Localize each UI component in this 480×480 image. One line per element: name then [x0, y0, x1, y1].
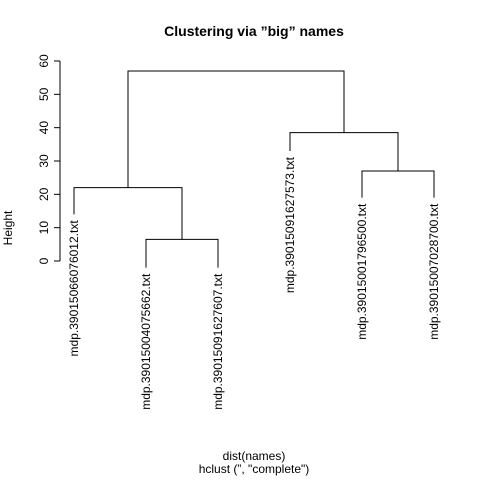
dendrogram-tree: [73, 70, 435, 268]
leaf-label: mdp.39015007028700.txt: [427, 203, 441, 340]
leaf-label: mdp.39015001796500.txt: [355, 203, 369, 340]
y-axis: 0 10 20 30 40 50 60: [37, 54, 61, 264]
y-tick-label: 0: [37, 257, 51, 264]
y-tick-label: 30: [37, 154, 51, 168]
y-tick-label: 60: [37, 54, 51, 68]
y-tick-label: 10: [37, 221, 51, 235]
leaf-label: mdp.39015066076012.txt: [67, 220, 81, 357]
dendrogram-link: [145, 238, 219, 268]
x-axis-title: dist(names): [223, 449, 286, 463]
y-tick-label: 20: [37, 187, 51, 201]
leaf-label: mdp.39015091627607.txt: [211, 273, 225, 410]
chart-title: Clustering via ”big” names: [164, 23, 344, 39]
dendrogram-link: [73, 187, 183, 240]
leaf-label: mdp.39015091627573.txt: [283, 156, 297, 293]
dendrogram-link: [361, 170, 435, 198]
y-axis-title: Height: [1, 210, 15, 245]
y-tick-label: 40: [37, 121, 51, 135]
y-tick-label: 50: [37, 87, 51, 101]
dendrogram-link: [289, 132, 399, 171]
dendrogram-link: [127, 70, 345, 188]
chart-subtitle: hclust (”, "complete"): [199, 462, 310, 476]
leaf-labels: mdp.39015066076012.txt mdp.39015004075662…: [67, 156, 441, 409]
leaf-label: mdp.39015004075662.txt: [139, 273, 153, 410]
